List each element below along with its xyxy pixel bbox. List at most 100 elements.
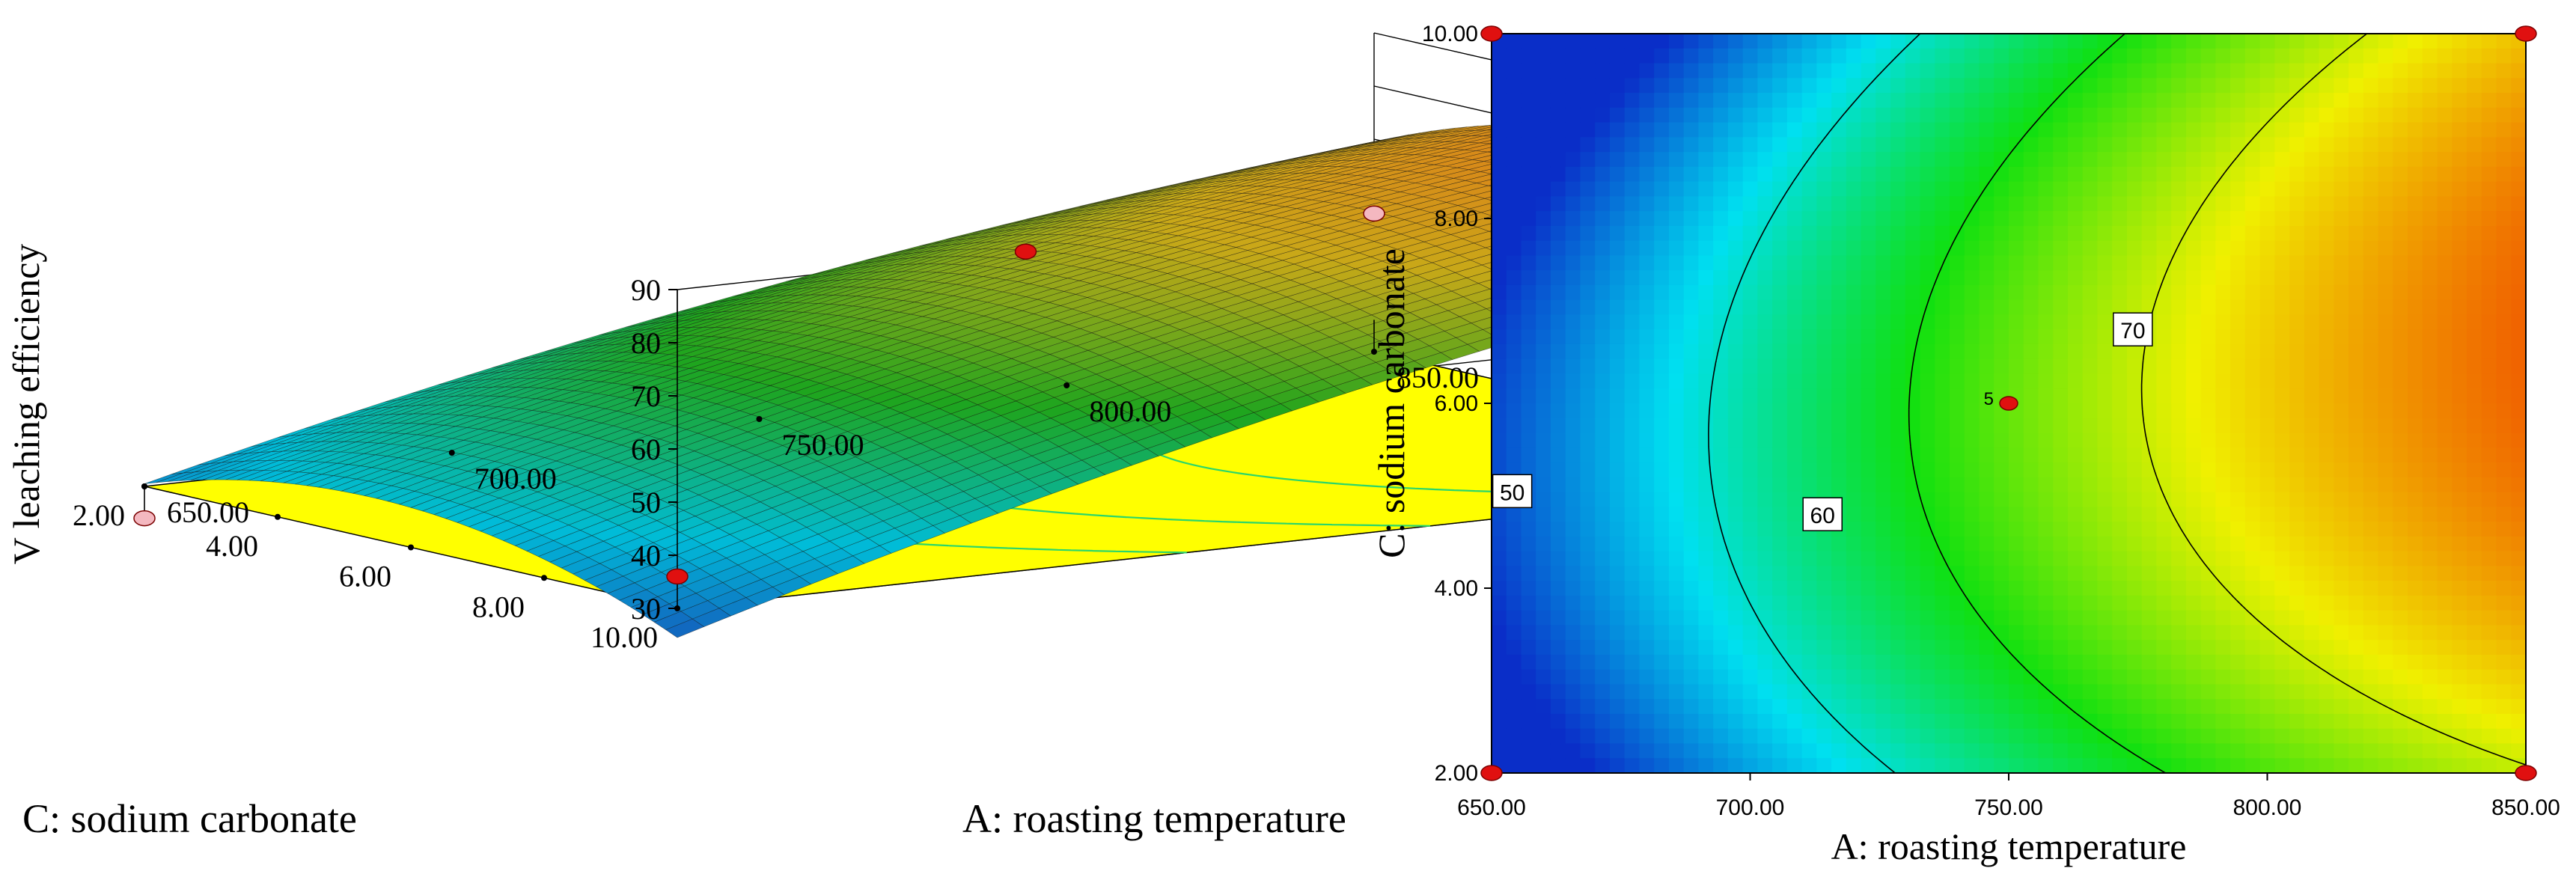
color-cell (2171, 181, 2187, 198)
color-cell (1994, 196, 2009, 212)
color-cell (1536, 462, 1551, 478)
color-cell (1801, 48, 1818, 64)
color-cell (1816, 284, 1832, 301)
color-cell (2097, 507, 2113, 522)
color-cell (1786, 507, 1803, 522)
color-cell (1609, 654, 1626, 670)
color-cell (1595, 166, 1611, 183)
color-cell (1816, 343, 1832, 360)
color-cell (1727, 581, 1744, 596)
color-cell (2171, 240, 2187, 257)
color-cell (1935, 492, 1950, 508)
color-cell (1950, 536, 1965, 552)
color-cell (1935, 433, 1950, 449)
color-cell (1846, 610, 1862, 626)
color-cell (2141, 358, 2158, 375)
color-cell (2038, 640, 2054, 656)
color-cell (1875, 240, 1891, 257)
color-cell (1831, 211, 1847, 227)
color-cell (2259, 284, 2276, 301)
color-cell (1801, 610, 1818, 626)
color-cell (2274, 48, 2290, 64)
color-cell (1624, 507, 1640, 522)
color-cell (1492, 418, 1507, 434)
color-cell (1565, 595, 1581, 611)
color-cell (1580, 211, 1596, 227)
color-cell (1580, 684, 1596, 700)
color-cell (1861, 343, 1877, 360)
color-cell (2215, 343, 2231, 360)
color-cell (1831, 93, 1847, 109)
color-cell (2215, 196, 2231, 212)
color-cell (1506, 181, 1522, 198)
color-cell (1890, 447, 1906, 463)
color-cell (1580, 63, 1596, 79)
color-cell (2289, 551, 2305, 567)
color-cell (2215, 373, 2231, 390)
color-cell (2067, 684, 2084, 700)
color-cell (2009, 610, 2024, 626)
color-cell (2274, 166, 2290, 183)
color-cell (1846, 492, 1862, 508)
color-cell (1521, 713, 1537, 730)
color-cell (2259, 595, 2276, 611)
color-cell (1950, 388, 1965, 404)
color-cell (1831, 152, 1847, 168)
color-cell (1875, 314, 1891, 330)
color-cell (1979, 462, 1995, 478)
color-cell (1772, 669, 1788, 685)
color-cell (1831, 551, 1847, 567)
color-cell (1786, 78, 1803, 94)
color-cell (2038, 225, 2054, 242)
color-cell (1624, 551, 1640, 567)
color-cell (2141, 536, 2158, 552)
color-cell (1492, 329, 1507, 345)
color-cell (2023, 329, 2039, 345)
color-cell (1979, 343, 1995, 360)
color-cell (1920, 625, 1936, 641)
color-cell (1905, 240, 1921, 257)
color-cell (1935, 78, 1950, 94)
color-cell (1609, 595, 1626, 611)
color-cell (2112, 699, 2128, 715)
color-cell (1536, 107, 1551, 123)
color-cell (1565, 418, 1581, 434)
color-cell (1580, 107, 1596, 123)
color-cell (1565, 122, 1581, 138)
color-cell (1875, 743, 1891, 760)
color-cell (2141, 137, 2158, 153)
color-cell (1727, 418, 1744, 434)
color-cell (1668, 625, 1685, 641)
color-cell (2185, 358, 2202, 375)
color-cell (1905, 270, 1921, 286)
color-cell (2171, 314, 2187, 330)
color-cell (2244, 595, 2261, 611)
color-cell (2230, 166, 2246, 183)
color-cell (1506, 270, 1522, 286)
color-cell (1492, 107, 1507, 123)
color-cell (1935, 196, 1950, 212)
color-cell (2126, 48, 2143, 64)
color-cell (1698, 713, 1714, 730)
color-cell (2259, 477, 2276, 493)
color-cell (2141, 403, 2158, 419)
color-cell (2141, 477, 2158, 493)
color-cell (1521, 181, 1537, 198)
color-cell (2171, 137, 2187, 153)
color-cell (1772, 566, 1788, 581)
color-cell (1950, 373, 1965, 390)
color-cell (2289, 240, 2305, 257)
color-cell (1979, 166, 1995, 183)
color-cell (1786, 270, 1803, 286)
color-cell (1846, 581, 1862, 596)
color-cell (2156, 581, 2172, 596)
color-cell (2156, 595, 2172, 611)
color-cell (1654, 122, 1670, 138)
color-cell (1950, 728, 1965, 745)
color-cell (1683, 225, 1700, 242)
color-cell (1550, 137, 1566, 153)
color-cell (1772, 743, 1788, 760)
color-cell (2023, 48, 2039, 64)
color-cell (1550, 595, 1566, 611)
color-cell (1654, 270, 1670, 286)
